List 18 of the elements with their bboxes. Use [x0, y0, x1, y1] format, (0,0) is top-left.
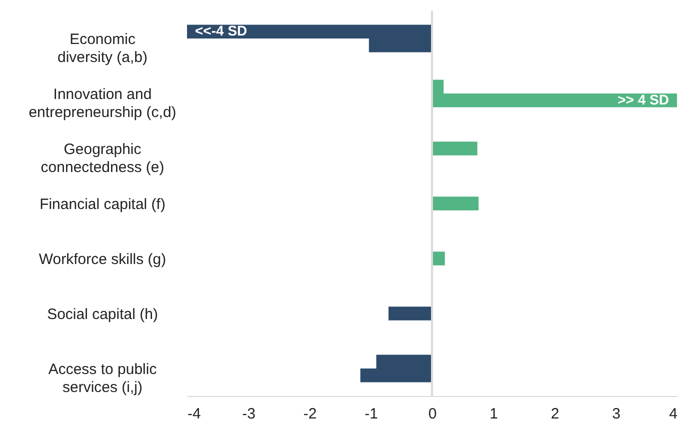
x-tick-label: 2	[550, 406, 560, 422]
x-tick-label: 1	[490, 406, 498, 422]
y-tick-label: Financial capital (f)	[40, 196, 166, 213]
y-tick-label: Economic diversity (a,b)	[57, 31, 148, 66]
y-tick-label: Workforce skills (g)	[38, 251, 166, 268]
y-tick-label: Innovation and entrepreneurship (c,d)	[28, 86, 176, 121]
x-tick-label: -4	[188, 406, 201, 422]
x-tick-label: -3	[242, 406, 256, 422]
x-tick-label: 4	[669, 406, 678, 422]
x-tick-label: -2	[303, 406, 317, 422]
x-tick-label: -1	[364, 406, 378, 422]
data-label: >> 4 SD	[618, 91, 669, 108]
y-tick-label: Access to public services (i,j)	[48, 361, 158, 396]
x-tick-label: 3	[612, 406, 620, 422]
x-tick-label: 0	[428, 406, 437, 422]
y-tick-label: Social capital (h)	[47, 306, 158, 323]
data-label: <<-4 SD	[195, 22, 248, 39]
y-tick-label: Geographic connectedness (e)	[40, 141, 164, 176]
